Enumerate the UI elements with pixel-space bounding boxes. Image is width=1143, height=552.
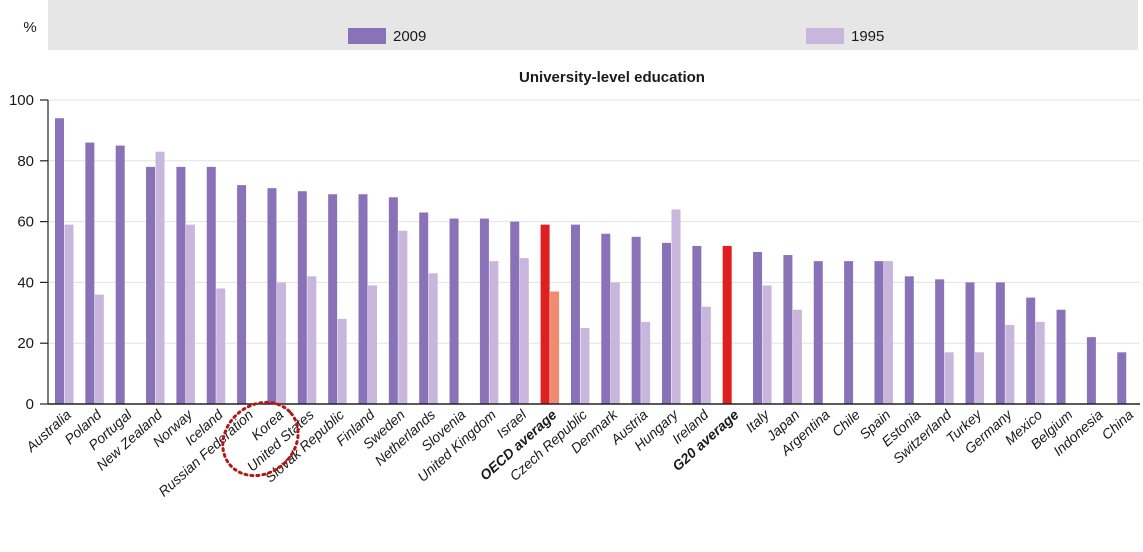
bar-1995-germany [1005, 324, 1015, 404]
bar-2009-slovak-republic [328, 194, 338, 404]
gridlines [48, 99, 1140, 344]
bar-2009-norway [176, 166, 186, 404]
bar-1995-norway [185, 224, 195, 404]
bar-1995-switzerland [944, 352, 954, 404]
bars [55, 118, 1127, 405]
bar-2009-israel [510, 221, 520, 404]
bar-1995-korea [276, 282, 286, 404]
legend-swatch-1995 [806, 28, 844, 44]
bar-1995-australia [64, 224, 74, 404]
bar-2009-belgium [1056, 309, 1066, 404]
bar-1995-netherlands [428, 273, 438, 404]
bar-1995-ireland [701, 306, 711, 404]
bar-2009-chile [844, 261, 854, 404]
bar-1995-denmark [610, 282, 620, 404]
y-tick-40: 40 [17, 274, 34, 291]
bar-2009-korea [267, 188, 277, 404]
bar-2009-slovenia [449, 218, 459, 404]
bar-2009-poland [85, 142, 95, 404]
bar-1995-israel [519, 258, 529, 404]
x-label-china: China [1098, 406, 1136, 443]
bar-2009-hungary [662, 242, 671, 404]
bar-1995-united-kingdom [489, 261, 499, 404]
legend-band [48, 0, 1138, 50]
chart-title: University-level education [519, 69, 705, 86]
bar-1995-new-zealand [155, 151, 165, 404]
bar-2009-argentina [813, 261, 823, 404]
bar-2009-united-kingdom [479, 218, 489, 404]
bar-2009-china [1117, 352, 1127, 404]
bar-2009-g20-average [722, 245, 732, 404]
y-tick-100: 100 [9, 92, 34, 109]
bar-2009-germany [995, 282, 1005, 404]
y-tick-0: 0 [26, 396, 34, 413]
bar-2009-new-zealand [146, 166, 156, 404]
bar-2009-united-states [297, 191, 307, 404]
bar-1995-sweden [398, 230, 408, 404]
bar-1995-austria [641, 321, 651, 404]
bar-1995-hungary [671, 209, 681, 404]
legend-swatch-2009 [348, 28, 386, 44]
y-tick-60: 60 [17, 214, 34, 231]
bar-2009-iceland [206, 166, 216, 404]
bar-2009-finland [358, 194, 368, 404]
bar-1995-spain [883, 261, 893, 404]
bar-2009-switzerland [935, 279, 945, 404]
bar-1995-iceland [216, 288, 226, 404]
bar-1995-japan [792, 309, 802, 404]
bar-2009-portugal [115, 145, 125, 404]
bar-1995-oecd-average [550, 291, 560, 404]
legend-label-1995: 1995 [851, 28, 884, 45]
bar-1995-turkey [975, 352, 984, 404]
bar-2009-sweden [388, 197, 398, 404]
bar-2009-netherlands [419, 212, 429, 404]
bar-2009-italy [753, 252, 763, 404]
korea-highlight-circle [221, 400, 300, 478]
bar-2009-australia [55, 118, 64, 405]
bar-2009-indonesia [1086, 337, 1096, 404]
bar-2009-denmark [601, 233, 611, 404]
bar-2009-mexico [1026, 297, 1036, 404]
bar-1995-czech-republic [580, 328, 590, 404]
bar-1995-italy [762, 285, 772, 404]
bar-2009-russian-federation [237, 185, 247, 404]
bar-2009-czech-republic [570, 224, 580, 404]
bar-2009-japan [783, 255, 793, 404]
x-label-chile: Chile [829, 406, 864, 439]
y-tick-80: 80 [17, 153, 34, 170]
bar-2009-turkey [965, 282, 975, 404]
bar-2009-spain [874, 261, 884, 404]
bar-2009-estonia [904, 276, 914, 404]
y-axis-unit: % [23, 19, 36, 36]
bar-1995-poland [94, 294, 104, 404]
y-tick-20: 20 [17, 335, 34, 352]
bar-2009-ireland [692, 245, 702, 404]
legend-label-2009: 2009 [393, 28, 426, 45]
bar-2009-austria [631, 236, 641, 404]
bar-1995-slovak-republic [337, 318, 347, 404]
y-axis-ticks: 0 20 40 60 80 100 [9, 92, 49, 413]
bar-2009-oecd-average [540, 224, 550, 404]
bar-1995-united-states [307, 276, 317, 404]
bar-1995-mexico [1035, 321, 1045, 404]
bar-1995-finland [368, 285, 377, 404]
